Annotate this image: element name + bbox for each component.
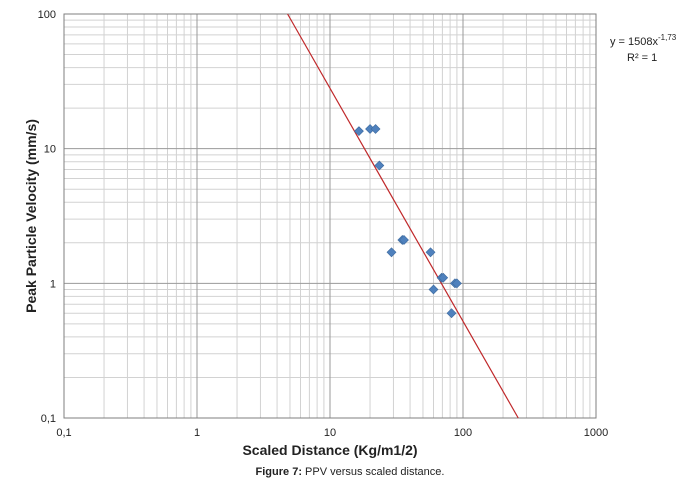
power-trendline xyxy=(287,13,519,419)
data-point xyxy=(386,247,397,258)
x-tick-label: 100 xyxy=(454,427,472,439)
data-point xyxy=(399,235,409,245)
y-tick-label: 10 xyxy=(44,144,56,156)
data-point xyxy=(446,308,457,319)
y-axis-title: Peak Particle Velocity (mm/s) xyxy=(23,119,39,313)
caption-label: Figure 7: xyxy=(255,466,302,478)
y-tick-label: 1 xyxy=(50,278,56,290)
caption-text: PPV versus scaled distance. xyxy=(301,466,445,478)
x-tick-label: 10 xyxy=(324,427,336,439)
x-tick-label: 1 xyxy=(194,427,200,439)
data-point xyxy=(438,272,449,283)
equation-exponent: -1,73 xyxy=(658,33,677,42)
x-tick-label: 0,1 xyxy=(56,427,71,439)
x-tick-label: 1000 xyxy=(584,427,608,439)
y-tick-labels: 0,1 1 10 100 xyxy=(38,9,56,425)
data-points xyxy=(354,124,462,319)
data-point xyxy=(374,160,385,171)
equation-base: y = 1508x xyxy=(610,36,659,48)
trendline-equation: y = 1508x-1,73 xyxy=(610,33,677,48)
x-tick-labels: 0,1 1 10 100 1000 xyxy=(56,427,608,439)
plot-area xyxy=(63,13,597,419)
data-point xyxy=(425,247,436,258)
y-tick-label: 100 xyxy=(38,9,56,21)
data-point xyxy=(370,124,381,134)
trendline-group xyxy=(287,13,519,419)
data-point xyxy=(354,126,364,137)
y-tick-label: 0,1 xyxy=(41,413,56,425)
data-point xyxy=(451,278,462,289)
figure-caption: Figure 7: PPV versus scaled distance. xyxy=(0,466,700,478)
r-squared-label: R² = 1 xyxy=(627,52,657,64)
x-axis-title: Scaled Distance (Kg/m1/2) xyxy=(242,442,417,458)
data-point xyxy=(428,284,439,295)
